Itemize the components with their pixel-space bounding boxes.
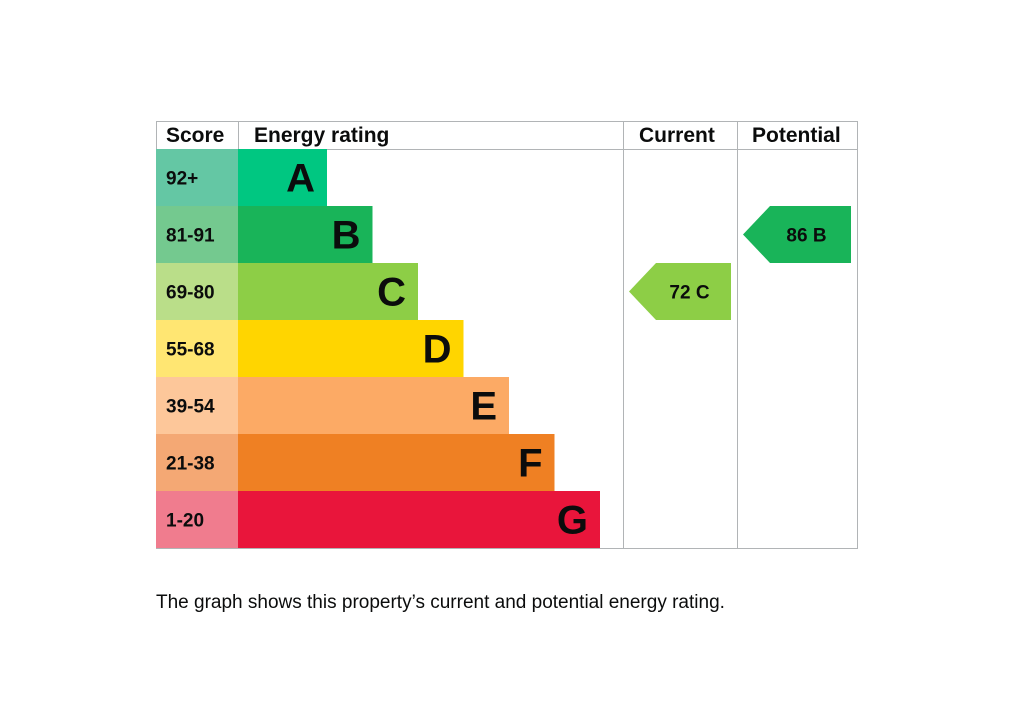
score-label-f: 21-38 xyxy=(166,454,215,475)
score-cell-a xyxy=(156,149,238,206)
score-label-d: 55-68 xyxy=(166,340,215,361)
rating-bar-c xyxy=(238,263,418,320)
score-cell-c xyxy=(156,263,238,320)
score-label-e: 39-54 xyxy=(166,397,215,418)
rating-letter-e: E xyxy=(470,385,497,429)
potential-arrow xyxy=(743,206,851,263)
score-cell-d xyxy=(156,320,238,377)
rating-letter-a: A xyxy=(286,157,315,201)
current-arrow xyxy=(629,263,731,320)
score-cell-f xyxy=(156,434,238,491)
chart-headers: Score Energy rating Current Potential xyxy=(166,124,841,147)
score-cell-e xyxy=(156,377,238,434)
rating-letter-g: G xyxy=(557,499,588,543)
rating-letter-c: C xyxy=(377,271,406,315)
score-label-c: 69-80 xyxy=(166,283,215,304)
rating-letter-b: B xyxy=(332,214,361,258)
rating-bands: 92+ A 81-91 B 69-80 C 55-68 D 39-54 E 21-38 F 1-20 G xyxy=(156,149,600,548)
score-label-a: 92+ xyxy=(166,169,198,190)
rating-bar-f xyxy=(238,434,555,491)
rating-letter-f: F xyxy=(518,442,542,486)
score-label-g: 1-20 xyxy=(166,511,204,532)
rating-bar-a xyxy=(238,149,327,206)
header-current: Current xyxy=(639,124,715,147)
score-cell-g xyxy=(156,491,238,548)
rating-bar-b xyxy=(238,206,373,263)
header-energy-rating: Energy rating xyxy=(254,124,389,147)
score-cell-b xyxy=(156,206,238,263)
rating-bar-e xyxy=(238,377,509,434)
score-label-b: 81-91 xyxy=(166,226,215,247)
header-potential: Potential xyxy=(752,124,841,147)
rating-letter-d: D xyxy=(423,328,452,372)
header-score: Score xyxy=(166,124,224,147)
chart-caption: The graph shows this property’s current … xyxy=(156,592,725,613)
rating-arrows: 72 C 86 B xyxy=(629,206,851,320)
energy-rating-chart: Score Energy rating Current Potential 92… xyxy=(156,121,858,549)
potential-rating-label: 86 B xyxy=(786,226,826,247)
current-rating-label: 72 C xyxy=(669,283,709,304)
rating-bar-g xyxy=(238,491,600,548)
rating-bar-d xyxy=(238,320,464,377)
